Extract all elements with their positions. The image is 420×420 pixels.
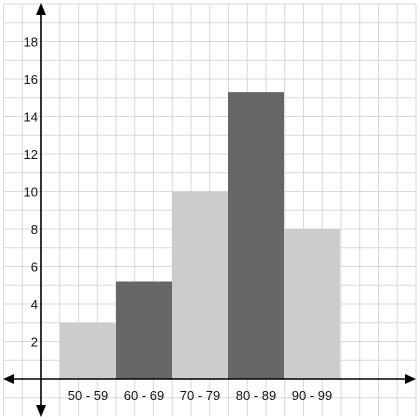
bar-80-89 (228, 92, 284, 379)
y-tick-label: 12 (24, 147, 38, 162)
bar-50-59 (60, 322, 116, 379)
y-tick-label: 16 (24, 72, 38, 87)
y-tick-label: 6 (31, 260, 38, 275)
x-axis-left-arrow (3, 374, 14, 384)
axes (3, 3, 416, 417)
y-tick-label: 18 (24, 35, 38, 50)
y-axis-top-arrow (36, 3, 46, 15)
y-tick-label: 8 (31, 222, 38, 237)
y-tick-label: 14 (24, 110, 38, 125)
y-axis-bottom-arrow (36, 405, 46, 417)
x-category-label: 70 - 79 (180, 388, 220, 403)
bar-90-99 (284, 229, 340, 379)
bars (60, 92, 340, 379)
y-tick-label: 10 (24, 185, 38, 200)
x-axis-right-arrow (405, 374, 416, 384)
x-category-label: 80 - 89 (236, 388, 276, 403)
bar-70-79 (172, 191, 228, 379)
x-category-label: 50 - 59 (68, 388, 108, 403)
bar-60-69 (116, 281, 172, 379)
y-tick-labels: 2 4 6 8 10 12 14 16 18 (24, 35, 38, 350)
x-category-label: 60 - 69 (124, 388, 164, 403)
y-tick-label: 4 (31, 297, 38, 312)
y-tick-label: 2 (31, 335, 38, 350)
x-category-label: 90 - 99 (292, 388, 332, 403)
x-category-labels: 50 - 59 60 - 69 70 - 79 80 - 89 90 - 99 (68, 388, 332, 403)
